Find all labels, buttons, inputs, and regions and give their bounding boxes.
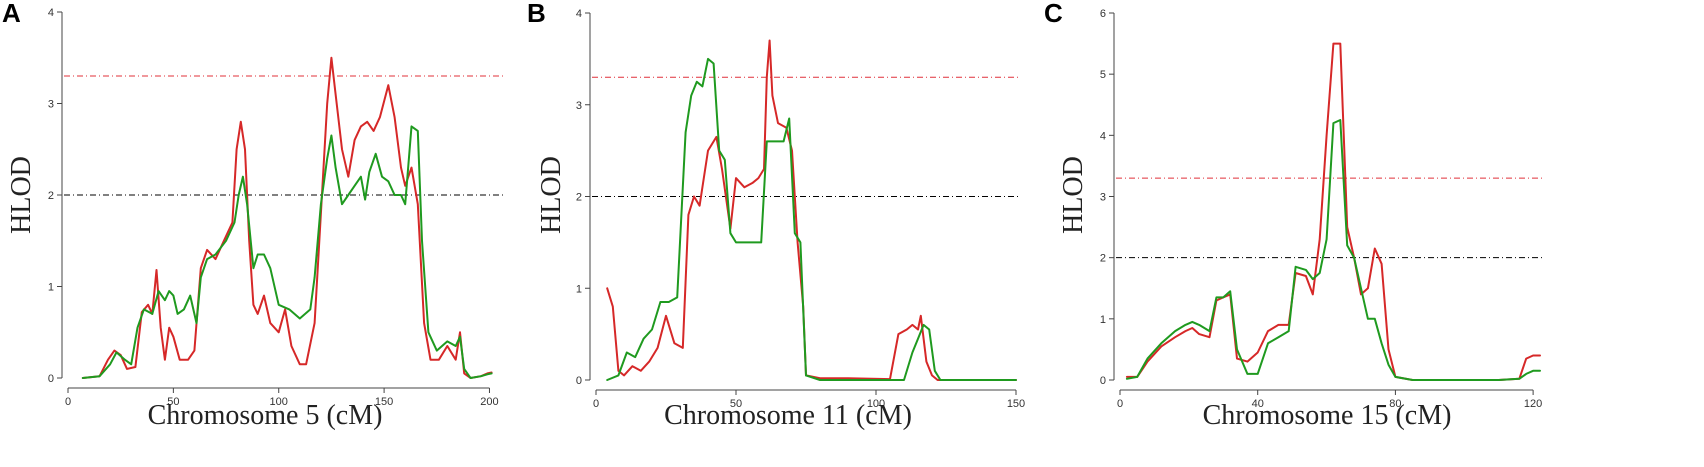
y-tick-label: 6	[1100, 8, 1106, 20]
y-tick-label: 0	[1100, 375, 1106, 387]
x-tick-label: 50	[167, 396, 179, 408]
x-tick-label: 120	[1524, 398, 1542, 410]
y-tick-label: 0	[576, 375, 582, 387]
x-tick-label: 100	[270, 396, 288, 408]
x-tick-label: 100	[867, 398, 885, 410]
y-axis-title: HLOD	[536, 156, 567, 234]
y-tick-label: 1	[576, 283, 582, 295]
y-tick-label: 3	[576, 100, 582, 112]
panel-letter: B	[527, 0, 546, 28]
x-axis-title: Chromosome 11 (cM)	[664, 400, 912, 431]
x-tick-label: 80	[1389, 398, 1401, 410]
y-tick-label: 4	[48, 7, 54, 19]
series-line	[1125, 119, 1541, 381]
panel-letter: A	[2, 0, 21, 28]
y-axis-title: HLOD	[6, 156, 37, 234]
y-tick-label: 3	[48, 99, 54, 111]
series-line	[606, 39, 1017, 381]
y-tick-label: 2	[1100, 253, 1106, 265]
x-tick-label: 40	[1252, 398, 1264, 410]
chart-panel-b: B 0 1 2 3 4 0 50 100 150 Chromosome 11 (cM) HLOD	[527, 0, 1025, 431]
series-line	[81, 56, 493, 379]
x-tick-label: 150	[1007, 398, 1025, 410]
y-tick-label: 1	[48, 282, 54, 294]
panel-letter: C	[1044, 0, 1063, 28]
y-tick-label: 0	[48, 373, 54, 385]
x-tick-label: 0	[593, 398, 599, 410]
y-tick-label: 1	[1100, 314, 1106, 326]
y-tick-label: 4	[1100, 130, 1106, 142]
chart-panel-a: A 0 1 2 3 4 0 50 100 150 200 Chromosome 5 (cM) HLOD	[2, 0, 504, 431]
y-tick-label: 2	[576, 192, 582, 204]
x-tick-label: 200	[480, 396, 498, 408]
chart-panel-c: C 0 1 2 3 4 5 6 0 40 80 120 Chromosome 15 (cM) HLOD	[1044, 0, 1544, 431]
x-axis-title: Chromosome 15 (cM)	[1203, 400, 1452, 431]
series-line	[1125, 42, 1541, 381]
x-axis-title: Chromosome 5 (cM)	[148, 400, 383, 431]
x-tick-label: 0	[1117, 398, 1123, 410]
y-tick-label: 3	[1100, 192, 1106, 204]
x-tick-label: 50	[730, 398, 742, 410]
y-tick-label: 4	[576, 8, 582, 20]
series-line	[606, 57, 1017, 381]
series-line	[81, 125, 493, 379]
y-tick-label: 2	[48, 190, 54, 202]
y-axis-title: HLOD	[1058, 156, 1089, 234]
x-tick-label: 0	[65, 396, 71, 408]
y-tick-label: 5	[1100, 69, 1106, 81]
x-tick-label: 150	[375, 396, 393, 408]
